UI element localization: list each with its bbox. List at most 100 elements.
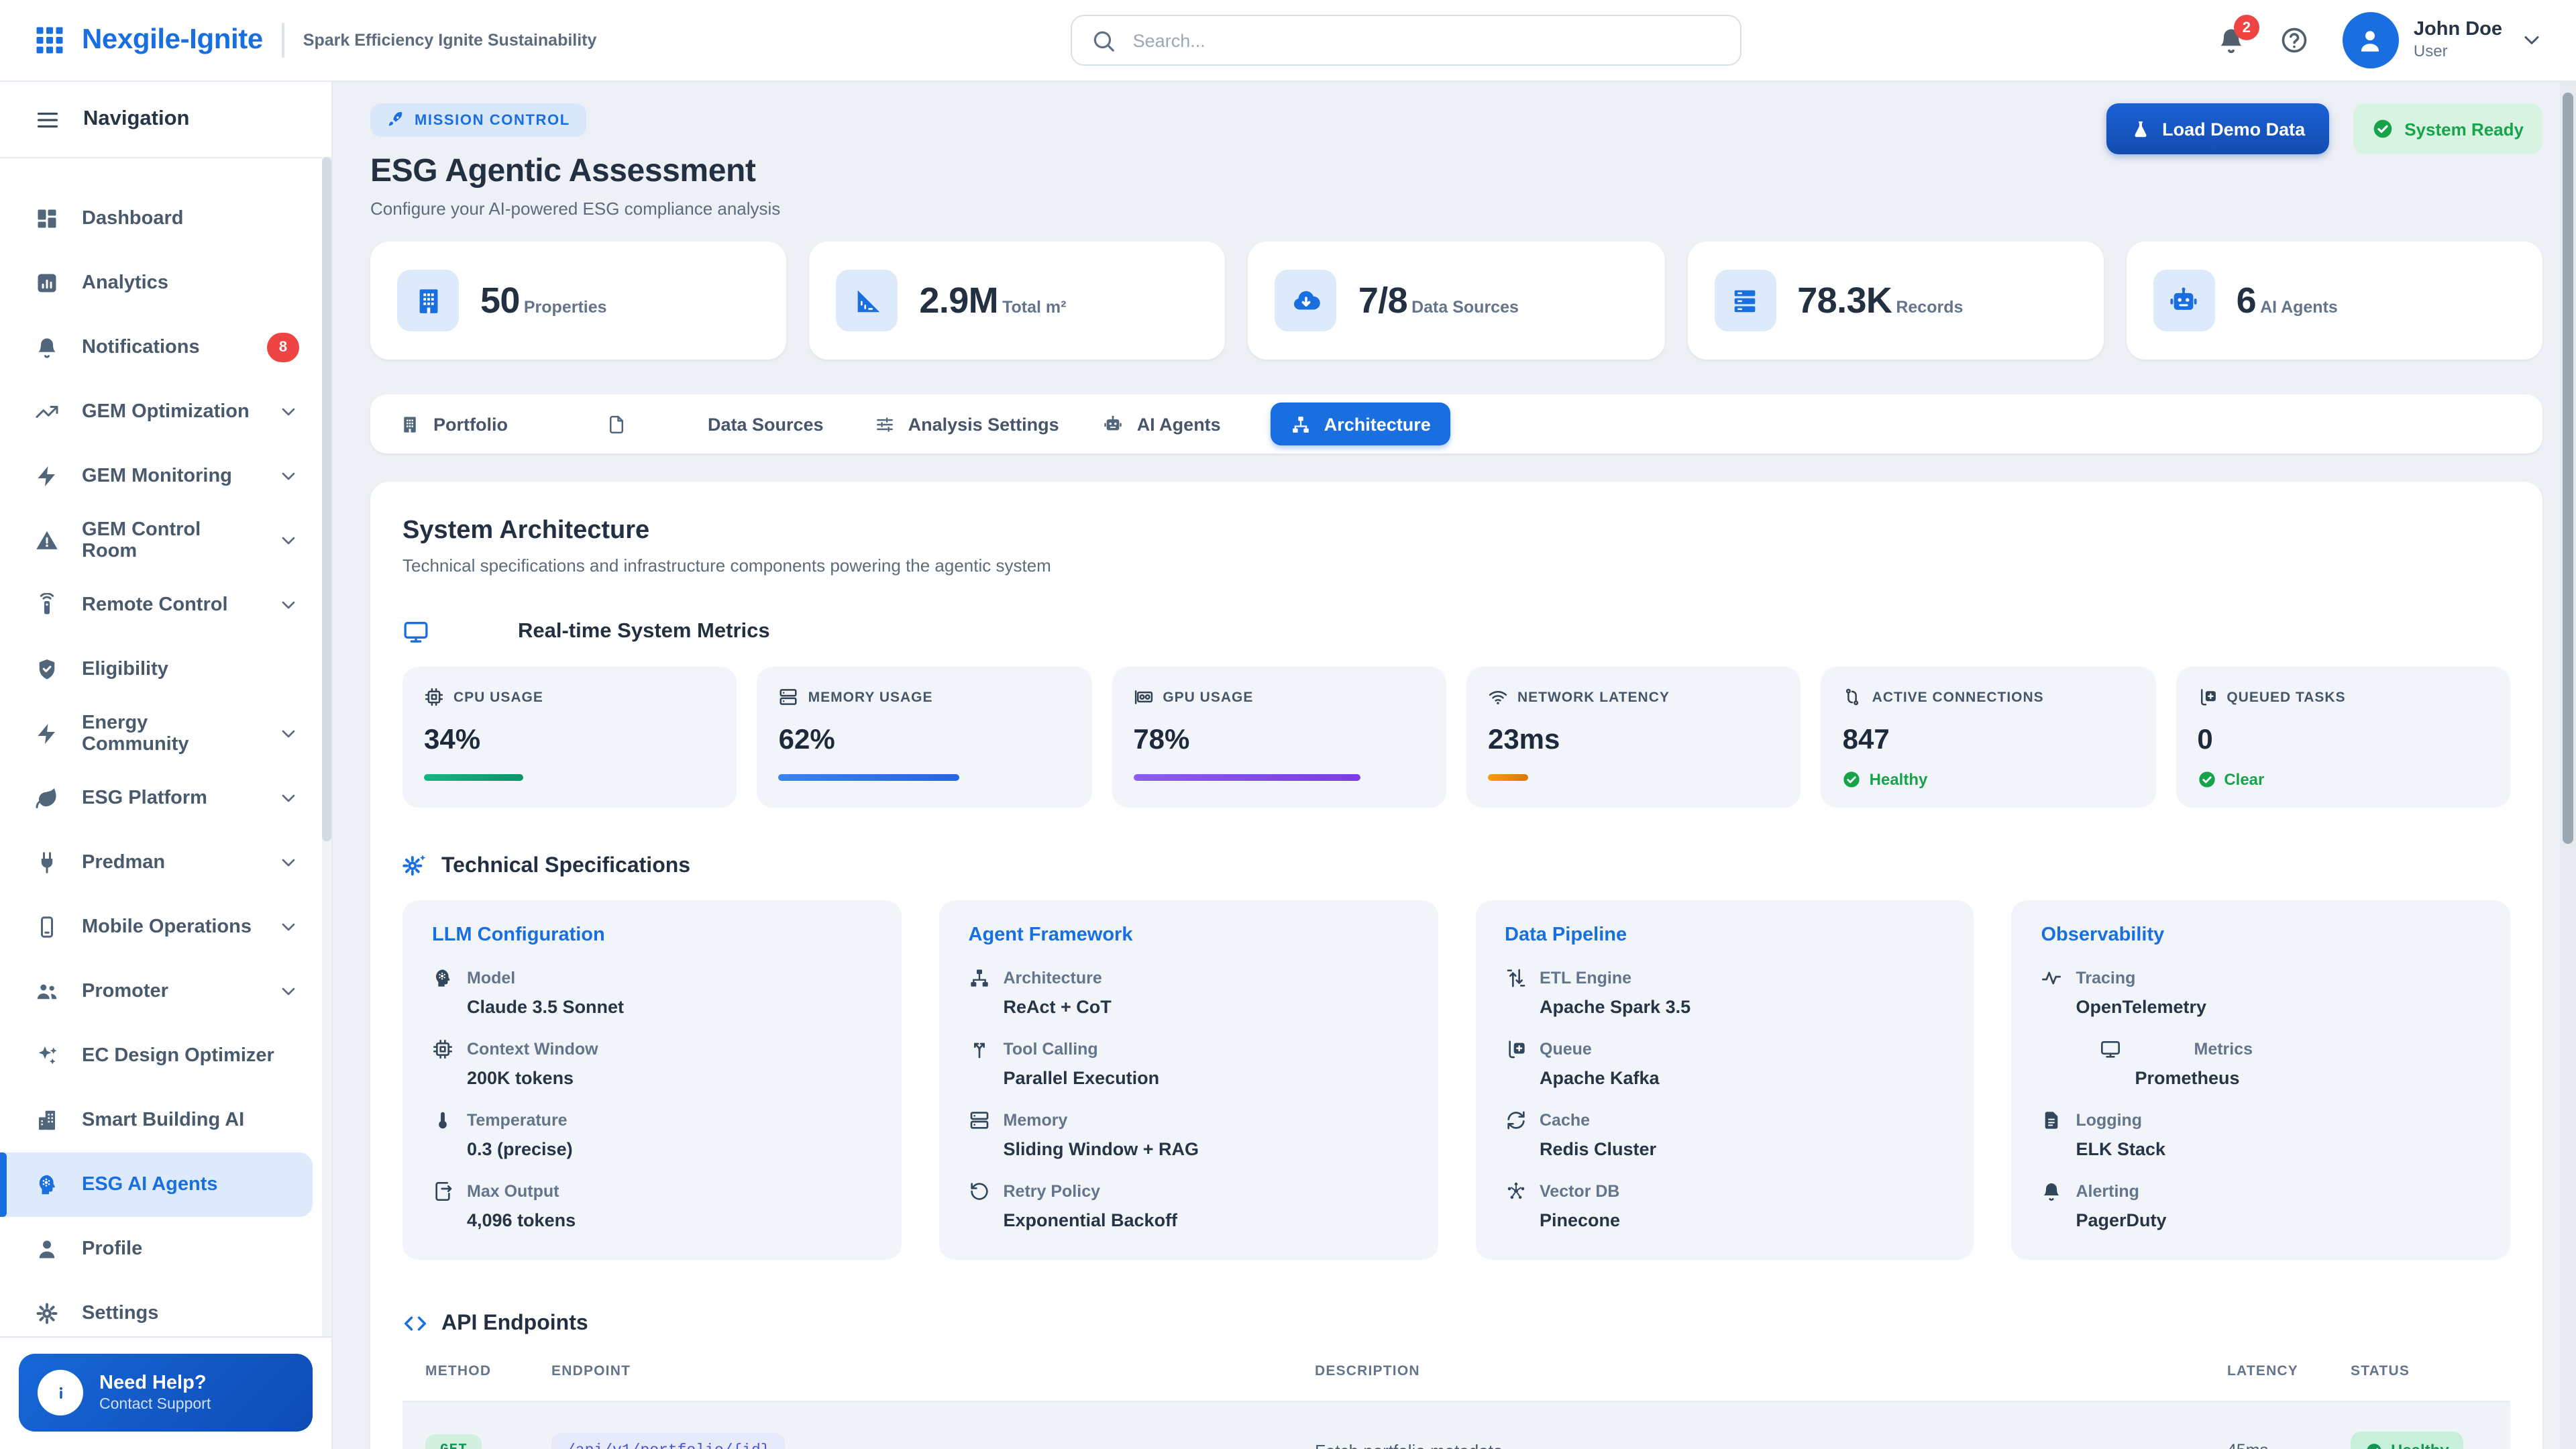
cpu-icon: [424, 687, 444, 707]
zap-icon: [35, 722, 59, 746]
sidebar-item-analytics[interactable]: Analytics: [0, 251, 321, 315]
search-input[interactable]: [1130, 29, 1722, 52]
metric-card-memory-usage: MEMORY USAGE 62%: [757, 667, 1092, 808]
spec-value: Claude 3.5 Sonnet: [467, 997, 625, 1017]
tab-analysis-settings[interactable]: Analysis Settings: [875, 414, 1059, 434]
load-demo-data-button[interactable]: Load Demo Data: [2106, 103, 2330, 154]
section-subtitle: Technical specifications and infrastruct…: [402, 555, 1051, 576]
spec-card-observability: Observability Tracing OpenTelemetry Metrics…: [2011, 900, 2510, 1260]
method-badge: GET: [425, 1434, 482, 1449]
sidebar-item-esg-ai-agents[interactable]: ESG AI Agents: [0, 1152, 313, 1217]
spec-value: PagerDuty: [2076, 1210, 2167, 1230]
spec-value: ELK Stack: [2076, 1139, 2166, 1159]
table-column-method: METHOD: [425, 1363, 492, 1379]
metric-value: 62%: [778, 724, 835, 755]
sidebar-item-label: ESG Platform: [82, 788, 207, 809]
spec-label: Memory: [1003, 1111, 1068, 1130]
metric-card-active-connections: ACTIVE CONNECTIONS 847 Healthy: [1821, 667, 2156, 808]
sidebar-item-predman[interactable]: Predman: [0, 830, 321, 895]
sparkles-icon: [35, 1044, 59, 1068]
spec-value: 4,096 tokens: [467, 1210, 576, 1230]
user-name: John Doe: [2413, 19, 2503, 40]
spec-label: Tool Calling: [1003, 1040, 1098, 1059]
metric-label: QUEUED TASKS: [2226, 689, 2346, 705]
tab-ai-agents[interactable]: AI Agents: [1104, 414, 1221, 434]
spec-row-cache: Cache Redis Cluster: [1505, 1110, 1945, 1159]
spec-row-tracing: Tracing OpenTelemetry: [2041, 967, 2481, 1017]
table-column-endpoint: ENDPOINT: [551, 1363, 631, 1379]
metrics-header: Real-time System Metrics: [402, 619, 2510, 645]
user-icon: [35, 1237, 59, 1261]
metric-card-queued-tasks: QUEUED TASKS 0 Clear: [2176, 667, 2510, 808]
metric-card-gpu-usage: GPU USAGE 78%: [1112, 667, 1446, 808]
tab-file[interactable]: [606, 414, 626, 434]
spec-row-context-window: Context Window 200K tokens: [432, 1038, 872, 1088]
tab-data-sources[interactable]: Data Sources: [708, 414, 824, 434]
check-circle-icon: [2372, 118, 2394, 140]
api-endpoints-table: METHOD ENDPOINT DESCRIPTION LATENCY STATUS G…: [402, 1363, 2510, 1449]
sidebar-item-esg-platform[interactable]: ESG Platform: [0, 766, 321, 830]
help-card-title: Need Help?: [99, 1372, 207, 1393]
header-actions: 2 John Doe User: [2216, 12, 2544, 68]
tab-portfolio[interactable]: Portfolio: [400, 414, 508, 434]
stat-label: Properties: [523, 297, 607, 316]
spec-label: ETL Engine: [1540, 969, 1632, 987]
metric-status: Clear: [2197, 770, 2489, 789]
metric-status: Healthy: [1843, 770, 2135, 789]
spec-label: Context Window: [467, 1040, 598, 1059]
spec-label: Max Output: [467, 1182, 559, 1201]
chevron-down-icon: [278, 466, 299, 487]
spec-row-etl-engine: ETL Engine Apache Spark 3.5: [1505, 967, 1945, 1017]
sidebar-badge: 8: [267, 333, 299, 362]
monitor-icon: [2100, 1038, 2122, 1060]
analytics-icon: [35, 271, 59, 295]
network-icon: [1291, 414, 1311, 434]
spec-row-retry-policy: Retry Policy Exponential Backoff: [969, 1181, 1409, 1230]
page-scrollbar-thumb[interactable]: [2563, 93, 2573, 844]
sidebar-item-ec-design-optimizer[interactable]: EC Design Optimizer: [0, 1024, 321, 1088]
sidebar-item-settings[interactable]: Settings: [0, 1281, 321, 1336]
sidebar-item-mobile-operations[interactable]: Mobile Operations: [0, 895, 321, 959]
sidebar-item-smart-building-ai[interactable]: Smart Building AI: [0, 1088, 321, 1152]
cloud-download-icon: [1275, 270, 1337, 331]
divider: [281, 23, 284, 58]
gpu-icon: [1133, 687, 1153, 707]
sidebar-item-eligibility[interactable]: Eligibility: [0, 637, 321, 702]
sidebar-scrollbar[interactable]: [322, 157, 331, 1336]
sidebar-item-notifications[interactable]: Notifications 8: [0, 315, 321, 380]
sidebar-scrollbar-thumb[interactable]: [322, 157, 331, 841]
check-circle-icon: [2197, 770, 2216, 789]
sidebar-item-gem-monitoring[interactable]: GEM Monitoring: [0, 444, 321, 508]
metrics-grid: CPU USAGE 34% MEMORY USAGE 62% GPU USAGE 78% N…: [402, 667, 2510, 808]
sidebar-item-remote-control[interactable]: Remote Control: [0, 573, 321, 637]
specs-header: Technical Specifications: [402, 853, 2510, 879]
menu-icon[interactable]: [35, 107, 60, 132]
sidebar-item-gem-control-room[interactable]: GEM Control Room: [0, 508, 321, 573]
help-button[interactable]: [2279, 25, 2309, 55]
smartphone-icon: [35, 915, 59, 939]
info-icon: [38, 1370, 83, 1415]
sidebar-item-dashboard[interactable]: Dashboard: [0, 186, 321, 251]
metric-value: 0: [2197, 724, 2213, 755]
page-scrollbar[interactable]: [2560, 82, 2576, 1449]
spec-card-title: Data Pipeline: [1505, 924, 1627, 946]
sidebar-item-promoter[interactable]: Promoter: [0, 959, 321, 1024]
leaf-icon: [35, 786, 59, 810]
search-bar[interactable]: [1071, 15, 1742, 66]
spec-value: Apache Kafka: [1540, 1068, 1660, 1088]
ruler-icon: [836, 270, 898, 331]
sidebar-item-gem-optimization[interactable]: GEM Optimization: [0, 380, 321, 444]
tab-architecture[interactable]: Architecture: [1270, 402, 1451, 445]
memory-icon: [969, 1110, 990, 1131]
stat-value: 2.9M: [919, 280, 999, 320]
user-menu[interactable]: John Doe User: [2342, 12, 2544, 68]
sidebar-item-label: Eligibility: [82, 659, 168, 680]
spec-row-tool-calling: Tool Calling Parallel Execution: [969, 1038, 1409, 1088]
stat-label: AI Agents: [2260, 297, 2338, 316]
need-help-card[interactable]: Need Help? Contact Support: [19, 1354, 313, 1432]
spec-row-logging: Logging ELK Stack: [2041, 1110, 2481, 1159]
notifications-button[interactable]: 2: [2216, 15, 2259, 55]
sidebar-item-label: GEM Optimization: [82, 401, 250, 423]
sidebar-item-profile[interactable]: Profile: [0, 1217, 321, 1281]
sidebar-item-energy-community[interactable]: Energy Community: [0, 702, 321, 766]
